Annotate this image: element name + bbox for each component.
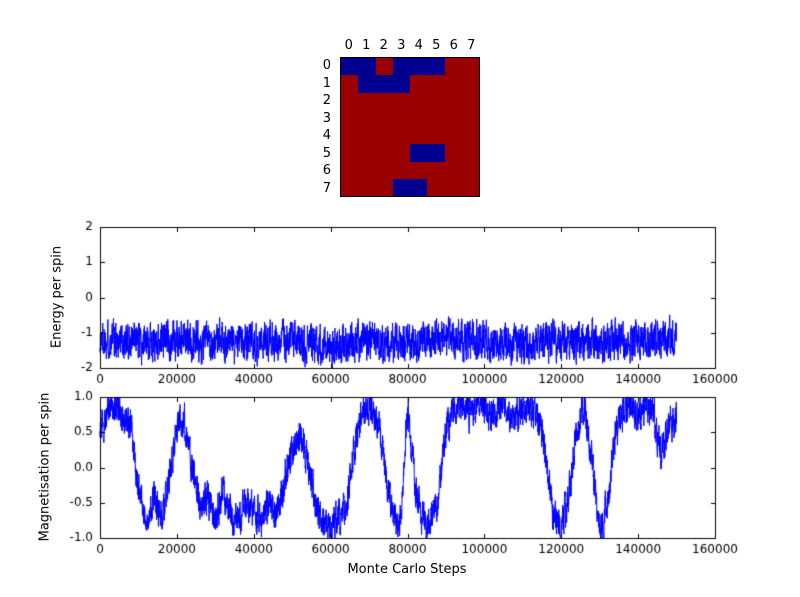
lattice-cell <box>358 92 376 110</box>
lattice-col-label: 6 <box>449 38 458 53</box>
lattice-cell <box>375 58 393 76</box>
lattice-cell <box>392 144 410 162</box>
lattice-cell <box>392 92 410 110</box>
lattice-row-label: 5 <box>322 145 331 161</box>
lattice-cell <box>427 75 445 93</box>
lattice-col-label: 7 <box>467 38 476 53</box>
lattice-cell <box>375 178 393 196</box>
magnetisation-ylabel: Magnetisation per spin <box>37 392 53 542</box>
lattice-cell <box>341 161 359 179</box>
lattice-cell <box>427 178 445 196</box>
lattice-cell <box>410 75 428 93</box>
lattice-cell <box>461 75 479 93</box>
lattice-cell <box>461 178 479 196</box>
lattice-cell <box>410 178 428 196</box>
lattice-cell <box>375 75 393 93</box>
lattice-cell <box>341 109 359 127</box>
lattice-col-label: 5 <box>432 38 441 53</box>
lattice-cell <box>341 127 359 145</box>
lattice-cell <box>461 127 479 145</box>
lattice-cell <box>375 127 393 145</box>
lattice-cell <box>410 58 428 76</box>
lattice-cell <box>375 144 393 162</box>
lattice-cell <box>341 144 359 162</box>
lattice-cell <box>444 144 462 162</box>
lattice-cell <box>444 75 462 93</box>
lattice-cell <box>358 127 376 145</box>
lattice-cell <box>444 92 462 110</box>
lattice-row-label: 4 <box>322 128 331 144</box>
lattice-cell <box>392 178 410 196</box>
lattice-cell <box>444 58 462 76</box>
xaxis-label: Monte Carlo Steps <box>347 562 467 577</box>
lattice-cell <box>427 161 445 179</box>
lattice-cell <box>375 161 393 179</box>
lattice-row-label: 1 <box>322 75 331 91</box>
lattice-cell <box>444 127 462 145</box>
lattice-cell <box>461 58 479 76</box>
lattice-cell <box>341 178 359 196</box>
lattice-cell <box>410 92 428 110</box>
magnetisation-chart-canvas <box>0 385 800 597</box>
lattice-cell <box>392 127 410 145</box>
lattice-cell <box>375 92 393 110</box>
lattice-col-label: 1 <box>362 38 371 53</box>
lattice-cell <box>358 58 376 76</box>
lattice-cell <box>427 127 445 145</box>
lattice-cell <box>392 75 410 93</box>
lattice-cell <box>427 92 445 110</box>
lattice-cell <box>358 109 376 127</box>
lattice-cell <box>427 144 445 162</box>
lattice-row-label: 7 <box>322 180 331 196</box>
lattice-row-label: 6 <box>322 163 331 179</box>
lattice-cell <box>410 127 428 145</box>
lattice-cell <box>410 144 428 162</box>
lattice-cell <box>358 75 376 93</box>
lattice-col-label: 3 <box>397 38 406 53</box>
lattice-cell <box>461 109 479 127</box>
lattice-cell <box>444 161 462 179</box>
lattice-cell <box>427 58 445 76</box>
lattice-col-label: 0 <box>344 38 353 53</box>
lattice-cell <box>341 92 359 110</box>
lattice-row-label: 3 <box>322 110 331 126</box>
lattice-cell <box>461 144 479 162</box>
lattice-cell <box>444 178 462 196</box>
lattice-heatmap <box>340 57 480 197</box>
lattice-cell <box>358 178 376 196</box>
lattice-cell <box>392 58 410 76</box>
lattice-row-label: 0 <box>322 58 331 74</box>
energy-ylabel: Energy per spin <box>49 245 65 349</box>
lattice-cell <box>461 161 479 179</box>
lattice-cell <box>341 75 359 93</box>
lattice-col-label: 2 <box>379 38 388 53</box>
lattice-cell <box>410 109 428 127</box>
lattice-col-label: 4 <box>414 38 423 53</box>
lattice-cell <box>461 92 479 110</box>
lattice-row-label: 2 <box>322 93 331 109</box>
lattice-cell <box>410 161 428 179</box>
lattice-cell <box>358 144 376 162</box>
lattice-cell <box>341 58 359 76</box>
lattice-cell <box>358 161 376 179</box>
lattice-cell <box>375 109 393 127</box>
energy-chart-canvas <box>0 213 800 385</box>
lattice-cell <box>444 109 462 127</box>
lattice-cell <box>392 161 410 179</box>
lattice-cell <box>392 109 410 127</box>
lattice-cell <box>427 109 445 127</box>
